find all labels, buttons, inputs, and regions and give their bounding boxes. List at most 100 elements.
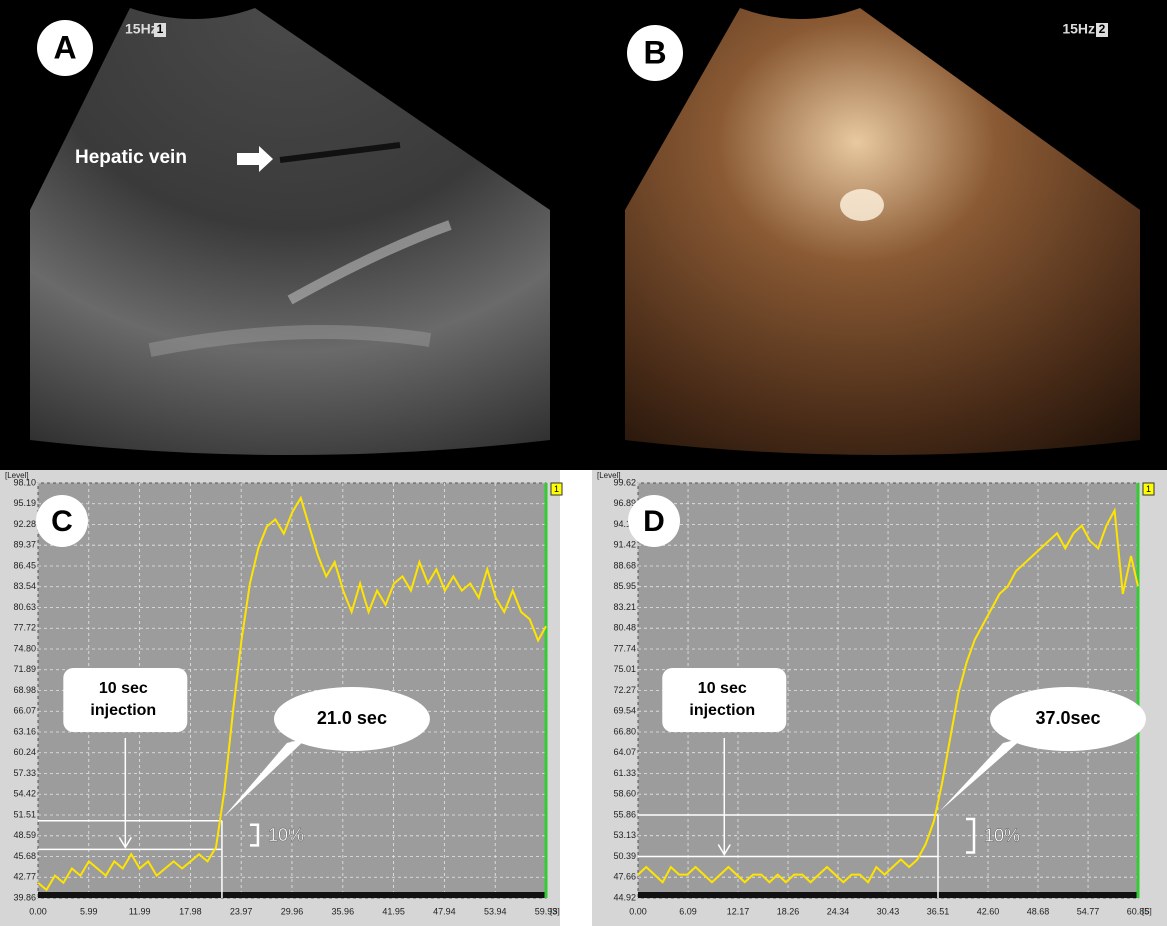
x-tick-label: 53.94 (484, 906, 507, 916)
y-tick-label: 54.42 (13, 789, 36, 799)
arrow (237, 146, 273, 172)
x-tick-label: 36.51 (927, 906, 950, 916)
y-tick-label: 94.15 (613, 519, 636, 529)
x-tick-label: 0.00 (29, 906, 47, 916)
y-tick-label: 83.21 (613, 602, 636, 612)
x-tick-label: 41.95 (382, 906, 405, 916)
y-tick-label: 89.37 (13, 540, 36, 550)
y-tick-label: 64.07 (613, 747, 636, 757)
x-tick-label: 17.98 (179, 906, 202, 916)
x-tick-label: 54.77 (1077, 906, 1100, 916)
y-tick-label: 77.72 (13, 623, 36, 633)
y-tick-label: 66.80 (613, 726, 636, 736)
x-axis-label: [S] (1142, 907, 1152, 916)
hepatic-vein (279, 142, 401, 163)
injection-label: 10 sec (99, 680, 148, 697)
y-tick-label: 74.80 (13, 643, 36, 653)
y-tick-label: 55.86 (613, 809, 636, 819)
channel: 1 (1146, 484, 1151, 494)
y-tick-label: 83.54 (13, 581, 36, 591)
panel-label: C (51, 505, 73, 538)
injection-label: injection (689, 702, 755, 719)
x-tick-label: 35.96 (332, 906, 355, 916)
y-tick-label: 96.89 (613, 498, 636, 508)
channel-box (154, 23, 166, 37)
panel-label: D (643, 505, 665, 538)
y-tick-label: 88.68 (613, 560, 636, 570)
x-tick-label: 59.93 (535, 906, 558, 916)
y-tick-label: 53.13 (613, 830, 636, 840)
x-tick-label: 18.26 (777, 906, 800, 916)
x-tick-label: 12.17 (727, 906, 750, 916)
x-tick-label: 5.99 (80, 906, 98, 916)
y-tick-label: 39.86 (13, 892, 36, 902)
y-tick-label: 80.48 (613, 623, 636, 633)
x-tick-label: 11.99 (129, 906, 151, 916)
y-tick-label: 69.54 (613, 706, 636, 716)
channel-box (1142, 482, 1155, 496)
arrow-head (118, 837, 132, 849)
y-tick-label: 42.77 (13, 872, 36, 882)
injection-label: 10 sec (698, 680, 747, 697)
y-tick-label: 58.60 (613, 789, 636, 799)
x-tick-label: 47.94 (433, 906, 456, 916)
injection-label: injection (90, 702, 156, 719)
ultrasound-b (625, 8, 1140, 455)
y-tick-label: 47.66 (613, 872, 636, 882)
rise-label: 10% (268, 825, 304, 845)
y-tick-label: 71.89 (13, 664, 36, 674)
echo-band (148, 325, 432, 357)
series-line (37, 495, 547, 892)
y-tick-label: 50.39 (613, 851, 636, 861)
y-tick-label: 80.63 (13, 602, 36, 612)
frame-rate: 15Hz (125, 21, 158, 37)
onset-label: 37.0sec (1035, 708, 1100, 728)
y-tick-label: 45.68 (13, 851, 36, 861)
series-line (637, 507, 1139, 884)
panel-label: B (643, 34, 666, 70)
y-tick-label: 60.24 (13, 747, 36, 757)
channel-box (1096, 23, 1108, 37)
y-tick-label: 63.16 (13, 726, 36, 736)
x-axis-bar (38, 892, 546, 898)
panel-badge (628, 495, 680, 547)
y-axis-label: [Level] (5, 471, 29, 480)
channel: 1 (554, 484, 559, 494)
y-tick-label: 98.10 (13, 477, 36, 487)
y-tick-label: 66.07 (13, 706, 36, 716)
y-tick-label: 44.92 (613, 892, 636, 902)
y-axis-label: [Level] (597, 471, 621, 480)
x-tick-label: 42.60 (977, 906, 1000, 916)
y-tick-label: 95.19 (13, 498, 36, 508)
x-tick-label: 30.43 (877, 906, 900, 916)
x-tick-label: 60.85 (1127, 906, 1150, 916)
x-tick-label: 0.00 (629, 906, 647, 916)
injection-box (63, 668, 188, 732)
y-tick-label: 91.42 (613, 540, 636, 550)
bubble-tail (223, 738, 307, 817)
frame-rate: 15Hz (1062, 21, 1095, 37)
y-tick-label: 57.33 (13, 768, 36, 778)
channel-box (550, 482, 563, 496)
panel-badge (37, 20, 93, 76)
y-tick-label: 99.62 (613, 477, 636, 487)
bubble-tail (940, 738, 1023, 811)
panel-badge (627, 25, 683, 81)
y-tick-label: 61.33 (613, 768, 636, 778)
x-tick-label: 48.68 (1027, 906, 1050, 916)
onset-bubble (990, 687, 1146, 751)
panel-badge (36, 495, 88, 547)
panel-label: A (53, 29, 76, 65)
onset-bubble (273, 687, 430, 751)
x-tick-label: 6.09 (679, 906, 697, 916)
y-tick-label: 51.51 (13, 809, 36, 819)
annotation: Hepatic vein (75, 147, 187, 168)
y-tick-label: 68.98 (13, 685, 36, 695)
x-tick-label: 29.96 (281, 906, 304, 916)
y-tick-label: 72.27 (613, 685, 636, 695)
onset-label: 21.0 sec (317, 708, 387, 728)
echo-band (287, 220, 452, 305)
rise-label: 10% (984, 826, 1020, 846)
y-tick-label: 86.45 (13, 560, 36, 570)
